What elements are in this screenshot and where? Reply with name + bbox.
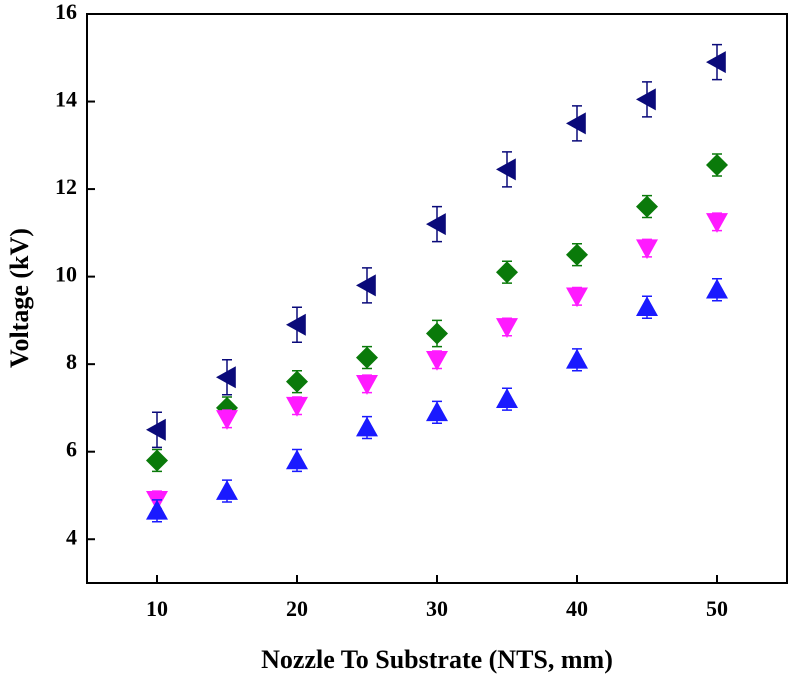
data-point	[356, 375, 378, 395]
y-tick-label: 4	[66, 524, 77, 549]
data-point	[496, 158, 516, 181]
data-point	[426, 213, 446, 236]
x-tick-label: 50	[706, 596, 728, 621]
data-point	[496, 318, 518, 338]
x-tick-label: 20	[286, 596, 308, 621]
data-point	[426, 350, 448, 371]
y-tick-label: 6	[66, 437, 77, 462]
data-point	[706, 154, 728, 177]
data-point	[706, 213, 728, 233]
data-point	[426, 322, 448, 345]
x-tick-label: 40	[566, 596, 588, 621]
x-axis-title: Nozzle To Substrate (NTS, mm)	[261, 645, 613, 674]
data-point	[566, 348, 588, 369]
data-point	[566, 287, 588, 308]
x-tick-label: 30	[426, 596, 448, 621]
y-tick-label: 12	[55, 174, 77, 199]
data-point	[286, 449, 308, 470]
data-point	[216, 410, 238, 430]
data-point	[706, 278, 728, 299]
y-tick-label: 14	[55, 87, 77, 112]
y-tick-label: 8	[66, 349, 77, 374]
data-point	[286, 396, 308, 417]
data-point	[636, 195, 658, 218]
data-point	[146, 418, 166, 441]
data-point	[496, 261, 518, 284]
data-point	[566, 243, 588, 266]
data-point	[356, 416, 378, 437]
data-point	[146, 449, 168, 472]
data-point	[146, 499, 168, 520]
data-point	[636, 296, 658, 317]
data-point	[426, 401, 448, 422]
data-point	[496, 388, 518, 408]
data-point	[566, 112, 586, 135]
y-axis-title: Voltage (kV)	[5, 228, 34, 368]
data-point	[216, 480, 238, 500]
data-point	[356, 274, 376, 297]
y-tick-label: 16	[55, 0, 77, 24]
data-point	[356, 346, 378, 369]
data-point	[636, 88, 656, 111]
data-point	[636, 239, 658, 260]
plot-frame	[86, 13, 788, 584]
y-tick-label: 10	[55, 262, 77, 287]
data-point	[706, 51, 726, 74]
data-point	[286, 313, 306, 336]
x-tick-label: 10	[146, 596, 168, 621]
data-point	[216, 366, 236, 389]
data-point	[286, 370, 308, 393]
